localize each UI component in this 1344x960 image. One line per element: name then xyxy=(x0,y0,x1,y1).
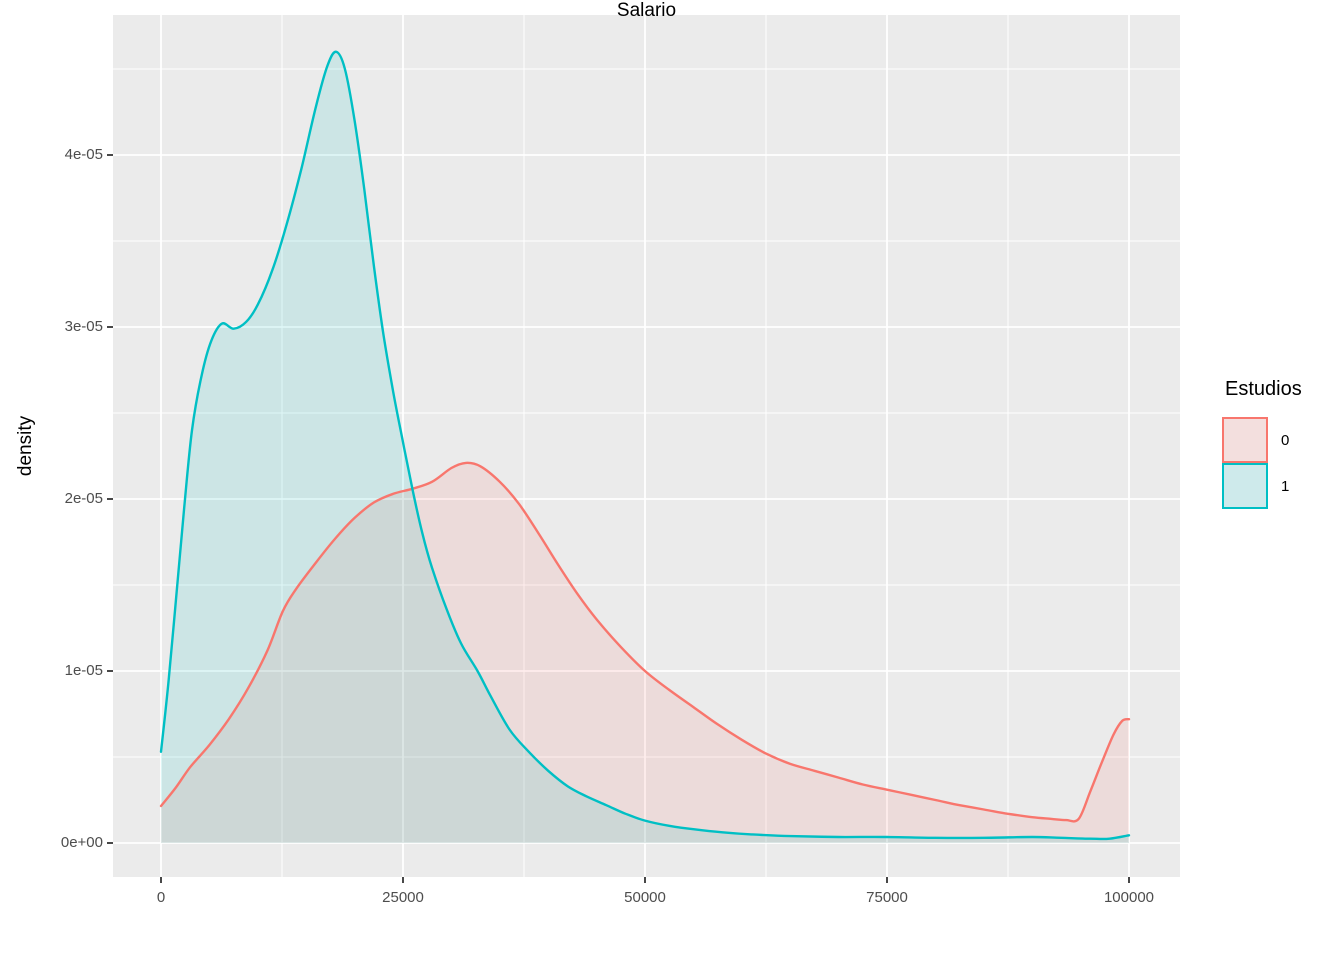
density-curve-0 xyxy=(159,461,1131,823)
y-tick-label: 4e-05 xyxy=(64,146,103,163)
y-axis-title: density xyxy=(15,415,36,477)
x-tick-label: 50000 xyxy=(624,889,666,906)
legend-key-swatch xyxy=(1222,417,1268,463)
y-tick-label: 3e-05 xyxy=(64,318,103,335)
density-curve-1 xyxy=(159,50,1131,841)
density-area-1 xyxy=(161,51,1129,844)
density-area-0 xyxy=(161,462,1129,843)
y-tick-label: 1e-05 xyxy=(64,662,103,679)
x-tick-label: 100000 xyxy=(1103,889,1155,906)
legend-label: 1 xyxy=(1281,477,1290,495)
legend-title: Estudios xyxy=(1225,378,1302,400)
legend-item-0: 0 xyxy=(1222,417,1302,463)
x-tick-label: 25000 xyxy=(382,889,424,906)
legend-item-1: 1 xyxy=(1222,463,1302,509)
x-axis-title: Salario xyxy=(616,0,677,21)
legend-key-swatch xyxy=(1222,463,1268,509)
y-tick-label: 2e-05 xyxy=(64,490,103,507)
y-tick-label: 0e+00 xyxy=(60,834,103,851)
x-tick-label: 0 xyxy=(156,889,166,906)
legend-label: 0 xyxy=(1281,431,1290,449)
x-tick-label: 75000 xyxy=(866,889,908,906)
panel-background xyxy=(113,15,1180,877)
